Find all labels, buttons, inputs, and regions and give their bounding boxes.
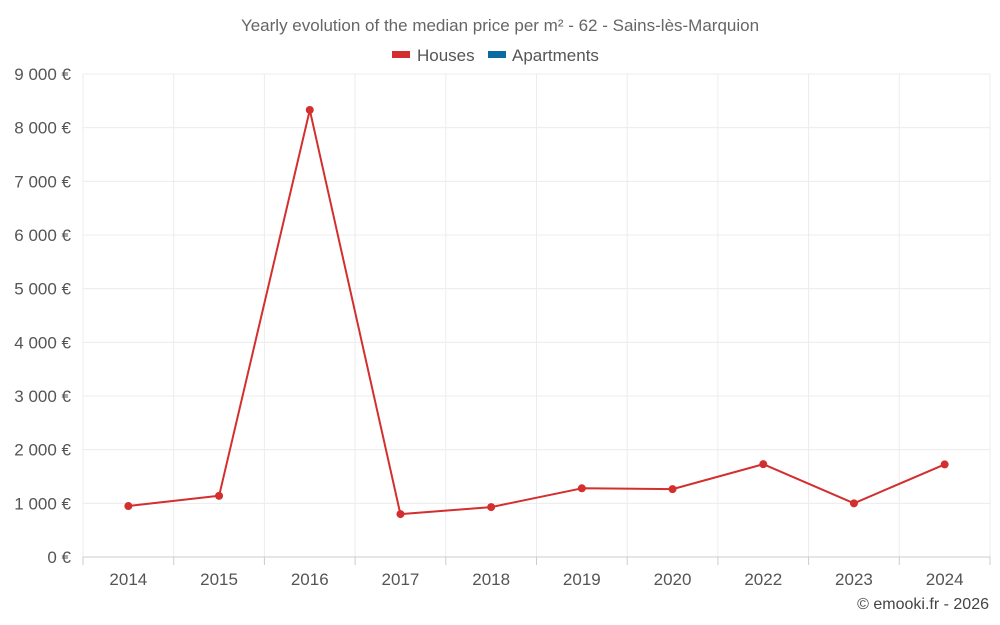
- legend-swatch-houses: [392, 51, 410, 58]
- x-tick-label: 2020: [654, 570, 692, 589]
- x-tick-label: 2016: [291, 570, 329, 589]
- data-point-houses-2019: [577, 484, 586, 493]
- y-tick-label: 5 000 €: [14, 280, 71, 299]
- x-tick-label: 2015: [200, 570, 238, 589]
- y-tick-label: 7 000 €: [14, 172, 71, 191]
- x-tick-label: 2022: [744, 570, 782, 589]
- data-point-houses-2014: [124, 502, 133, 511]
- data-point-houses-2017: [396, 510, 405, 519]
- y-tick-label: 1 000 €: [14, 494, 71, 513]
- data-point-houses-2023: [849, 499, 858, 508]
- credit-text: © emooki.fr - 2026: [857, 596, 989, 613]
- y-tick-label: 8 000 €: [14, 119, 71, 138]
- legend-label-houses: Houses: [417, 46, 475, 65]
- series-layer: [124, 105, 949, 519]
- axes: 0 € 1 000 € 2 000 € 3 000 € 4 000 € 5 000 € 6 …: [14, 65, 991, 589]
- legend-swatch-apartments: [488, 51, 506, 58]
- x-tick-label: 2023: [835, 570, 873, 589]
- y-tick-label: 0 €: [47, 548, 71, 567]
- data-point-houses-2024: [940, 460, 949, 469]
- data-point-houses-2015: [215, 491, 224, 500]
- y-tick-label: 9 000 €: [14, 65, 71, 84]
- x-tick-label: 2014: [109, 570, 147, 589]
- data-point-houses-2020: [668, 485, 677, 494]
- y-tick-label: 6 000 €: [14, 226, 71, 245]
- x-tick-label: 2017: [382, 570, 420, 589]
- legend-label-apartments: Apartments: [512, 46, 599, 65]
- grid: [82, 73, 991, 557]
- x-tick-label: 2019: [563, 570, 601, 589]
- data-point-houses-2016: [305, 105, 314, 114]
- legend: Houses Apartments: [392, 46, 599, 65]
- chart-title: Yearly evolution of the median price per…: [241, 16, 759, 35]
- data-point-houses-2022: [759, 460, 768, 469]
- y-tick-label: 4 000 €: [14, 333, 71, 352]
- y-tick-label: 2 000 €: [14, 441, 71, 460]
- y-tick-label: 3 000 €: [14, 387, 71, 406]
- data-point-houses-2018: [487, 503, 496, 512]
- series-line-houses: [128, 109, 945, 516]
- x-tick-label: 2018: [472, 570, 510, 589]
- x-tick-label: 2024: [926, 570, 964, 589]
